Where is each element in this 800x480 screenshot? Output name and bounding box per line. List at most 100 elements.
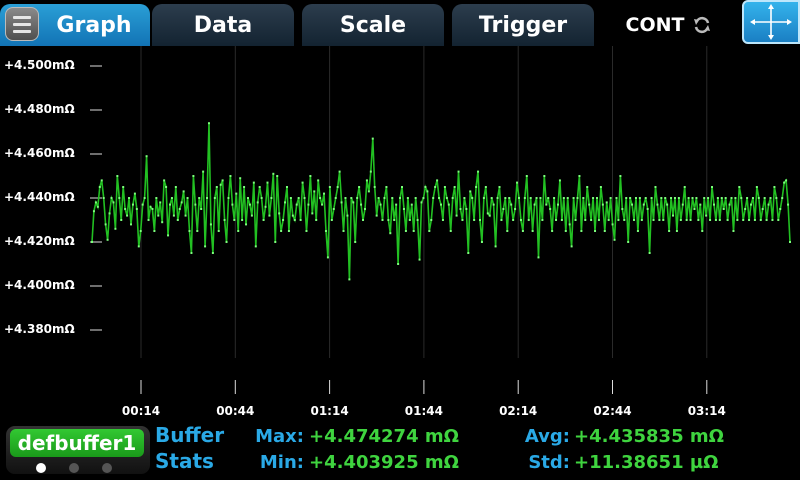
data-point <box>556 203 559 206</box>
data-point <box>570 245 573 248</box>
y-tick-label: +4.440mΩ <box>4 190 75 204</box>
data-point <box>106 238 109 241</box>
data-point <box>168 203 171 206</box>
data-point <box>112 201 115 204</box>
data-point <box>629 197 632 199</box>
data-point <box>539 197 542 199</box>
data-point <box>753 219 756 221</box>
buffer-select-button[interactable]: defbuffer1 <box>6 426 150 474</box>
data-point <box>761 208 764 210</box>
stats-title-line2: Stats <box>155 449 214 473</box>
continuous-mode-button[interactable]: CONT <box>600 6 738 44</box>
data-point <box>346 214 349 217</box>
data-point <box>625 197 628 199</box>
data-point <box>683 186 686 188</box>
data-point <box>108 212 111 215</box>
min-value: +4.403925 mΩ <box>309 452 459 473</box>
data-point <box>572 197 575 199</box>
data-point <box>231 203 234 206</box>
x-tick-label: 01:14 <box>310 404 349 418</box>
grid-lines <box>140 46 708 358</box>
data-point <box>521 230 524 232</box>
data-point <box>369 170 372 173</box>
data-point <box>555 219 558 221</box>
data-point <box>457 170 460 173</box>
data-point <box>545 203 548 206</box>
tab-scale[interactable]: Scale <box>302 4 444 46</box>
tab-trigger[interactable]: Trigger <box>452 4 594 46</box>
data-point <box>732 230 735 232</box>
data-point <box>631 203 634 206</box>
data-point <box>360 203 363 206</box>
data-point <box>527 219 530 221</box>
data-point <box>246 197 249 199</box>
max-label: Max: <box>255 426 304 447</box>
tab-data[interactable]: Data <box>152 4 294 46</box>
data-point <box>430 219 433 221</box>
readings-chart[interactable] <box>0 46 800 420</box>
data-point <box>92 210 95 213</box>
data-point <box>654 186 657 188</box>
data-point <box>389 232 392 235</box>
graph-area[interactable]: +4.500mΩ +4.480mΩ +4.460mΩ +4.440mΩ +4.420mΩ… <box>0 46 800 420</box>
data-point <box>675 230 678 232</box>
data-point <box>221 179 224 182</box>
data-point <box>182 190 185 193</box>
tab-scale-label: Scale <box>339 12 407 38</box>
data-point <box>91 241 93 243</box>
data-point <box>445 197 448 199</box>
y-tick-label: +4.460mΩ <box>4 146 75 160</box>
data-point <box>295 203 298 206</box>
data-point <box>447 203 450 206</box>
data-point <box>309 175 312 177</box>
data-point <box>367 190 370 193</box>
data-point <box>387 219 390 221</box>
data-point <box>467 252 470 254</box>
data-point <box>194 203 197 206</box>
data-point <box>375 214 378 217</box>
data-point <box>640 219 643 221</box>
data-point <box>284 201 287 204</box>
data-point <box>519 219 522 221</box>
data-point <box>636 230 639 232</box>
menu-icon[interactable] <box>5 7 39 41</box>
data-point <box>615 197 618 199</box>
data-point <box>613 238 616 241</box>
data-point <box>334 197 337 199</box>
data-point <box>319 197 322 199</box>
data-point <box>241 219 244 221</box>
avg-label: Avg: <box>524 426 570 447</box>
data-point <box>94 201 97 204</box>
data-point <box>416 219 419 221</box>
data-point <box>395 203 398 206</box>
data-point <box>373 186 376 188</box>
stats-title-line1: Buffer <box>155 423 225 447</box>
data-point <box>718 219 721 221</box>
data-point <box>714 219 717 221</box>
data-point <box>385 186 388 188</box>
data-point <box>153 230 156 232</box>
data-point <box>276 175 279 177</box>
data-point <box>223 219 226 221</box>
data-point <box>707 197 710 199</box>
axis-ticks <box>90 65 708 394</box>
data-point <box>594 230 597 232</box>
data-point <box>307 203 310 206</box>
data-point <box>313 190 316 193</box>
data-point <box>490 197 493 199</box>
data-point <box>566 197 569 199</box>
data-point <box>722 208 725 210</box>
data-point <box>670 197 673 199</box>
pan-zoom-button[interactable] <box>742 0 800 44</box>
data-point <box>348 278 351 281</box>
data-point <box>235 192 238 195</box>
data-point <box>666 203 669 206</box>
data-point <box>424 186 427 188</box>
data-point <box>120 219 123 221</box>
data-point <box>451 197 454 199</box>
data-point <box>239 177 242 180</box>
data-point <box>165 186 168 188</box>
data-point <box>461 219 464 221</box>
data-point <box>256 201 259 204</box>
data-point <box>769 197 772 199</box>
